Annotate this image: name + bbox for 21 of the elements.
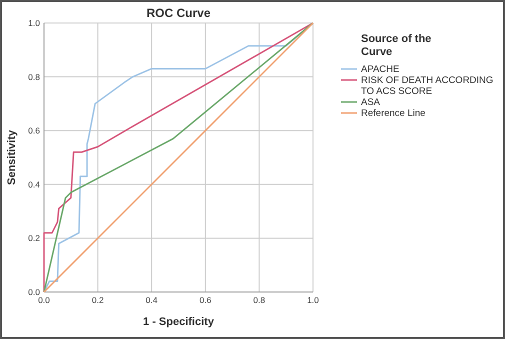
chart-title: ROC Curve [146,6,211,20]
legend-label: RISK OF DEATH ACCORDING TO ACS SCORE [361,75,494,97]
x-tick-label: 0.8 [253,295,266,305]
x-tick-label: 0.0 [38,295,50,305]
x-tick-label: 1.0 [307,295,320,305]
x-tick-label: 0.2 [92,295,104,305]
y-tick-label: 0.2 [28,233,40,244]
legend-label: ASA [361,97,381,108]
y-tick-label: 0.0 [28,287,40,297]
y-axis-title: Sensitivity [6,129,18,186]
legend-label: APACHE [361,64,400,75]
y-tick-label: 0.6 [28,126,40,136]
x-tick-label: 0.6 [199,295,212,305]
y-tick-label: 1.0 [28,18,40,28]
legend-title: Source of the Curve [361,33,432,58]
y-tick-label: 0.8 [28,72,40,82]
x-axis-title: 1 - Specificity [143,316,215,328]
legend-label: Reference Line [361,108,426,119]
x-tick-label: 0.4 [146,295,158,305]
line-series [43,22,314,293]
y-tick-label: 0.4 [28,179,40,190]
